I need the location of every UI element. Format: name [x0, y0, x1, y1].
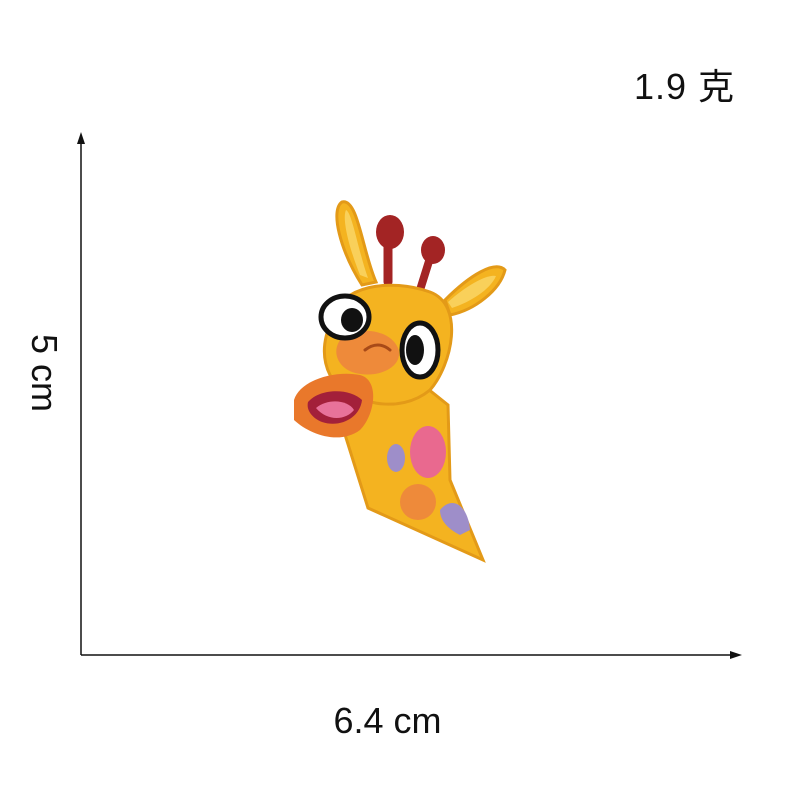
giraffe-left-horn-tip — [376, 215, 404, 249]
giraffe-spot-orange — [400, 484, 436, 520]
width-dimension-label: 6.4 cm — [333, 700, 442, 741]
height-dimension-label: 5 cm — [24, 333, 65, 412]
giraffe-left-ear-inner — [344, 210, 368, 278]
giraffe-spot-purple-large — [440, 502, 470, 535]
giraffe-right-horn-tip — [421, 236, 445, 264]
giraffe-nostril — [363, 343, 392, 352]
giraffe-right-ear-inner — [448, 275, 496, 308]
giraffe-patch-image — [294, 200, 507, 563]
giraffe-right-pupil — [406, 335, 424, 365]
giraffe-tongue — [316, 401, 354, 418]
giraffe-left-pupil — [341, 308, 363, 332]
giraffe-snout — [336, 330, 400, 375]
weight-label: 1.9 克 — [634, 66, 736, 107]
giraffe-spot-pink — [410, 426, 446, 478]
giraffe-right-horn-stalk — [416, 254, 434, 294]
horizontal-arrow-head — [730, 651, 742, 659]
vertical-arrow-head — [77, 132, 85, 144]
giraffe-spot-purple-small — [387, 444, 405, 472]
